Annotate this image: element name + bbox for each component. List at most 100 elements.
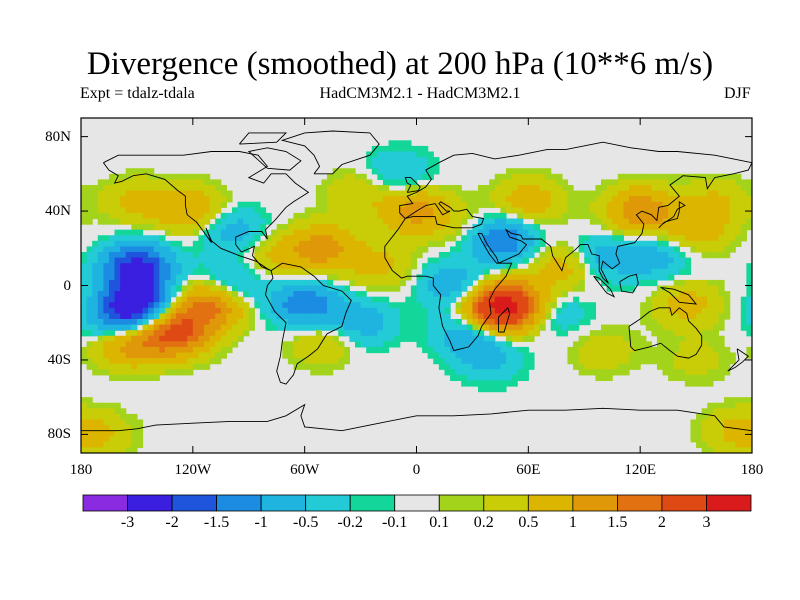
field-cell (511, 380, 518, 387)
field-cell (505, 346, 513, 354)
field-cell (220, 302, 227, 309)
field-cell (673, 246, 680, 253)
field-cell (483, 352, 490, 359)
field-cell (377, 346, 384, 354)
field-cell (410, 196, 418, 203)
field-cell (81, 419, 88, 426)
field-cell (567, 257, 574, 264)
field-cell (567, 252, 574, 259)
field-cell (276, 296, 283, 303)
field-cell (746, 263, 752, 270)
field-cell (332, 341, 339, 348)
field-cell (427, 352, 434, 359)
field-cell (237, 235, 244, 242)
field-cell (567, 346, 574, 354)
field-cell (103, 252, 110, 259)
field-cell (360, 263, 367, 270)
field-cell (528, 196, 535, 203)
field-cell (690, 224, 697, 231)
field-cell (673, 257, 680, 264)
field-cell (461, 212, 468, 220)
field-cell (724, 313, 731, 320)
field-cell (204, 335, 211, 342)
field-cell (382, 330, 390, 337)
colorbar-swatch (394, 494, 440, 512)
field-cell (187, 369, 194, 376)
field-cell (131, 313, 138, 320)
field-cell (394, 162, 401, 169)
field-cell (86, 218, 93, 225)
field-cell (589, 218, 597, 225)
coastline-south-america (265, 262, 352, 385)
field-cell (204, 319, 211, 326)
field-cell (522, 274, 529, 281)
field-cell (159, 212, 166, 220)
field-cell (315, 313, 323, 320)
field-cell (517, 212, 524, 220)
field-cell (371, 201, 378, 208)
field-cell (304, 279, 311, 287)
field-cell (231, 313, 239, 320)
field-cell (321, 257, 328, 264)
field-cell (656, 263, 664, 270)
field-cell (494, 352, 501, 359)
field-cell (656, 218, 664, 225)
field-cell (321, 190, 328, 197)
field-cell (461, 324, 468, 331)
field-cell (103, 335, 110, 342)
field-cell (131, 196, 138, 203)
field-cell (304, 324, 311, 331)
field-cell (349, 263, 356, 270)
field-cell (153, 352, 160, 359)
colorbar-label: 0.2 (473, 514, 494, 531)
field-cell (573, 352, 580, 359)
field-cell (438, 185, 446, 192)
field-cell (399, 307, 406, 315)
field-cell (153, 218, 160, 225)
field-cell (86, 341, 93, 348)
field-cell (701, 358, 708, 365)
field-cell (427, 330, 434, 337)
field-cell (237, 330, 244, 337)
field-cell (444, 363, 451, 370)
field-cell (153, 335, 160, 342)
field-cell (299, 319, 306, 326)
field-cell (92, 346, 99, 354)
field-cell (545, 168, 552, 175)
field-cell (226, 235, 233, 242)
field-cell (382, 207, 390, 214)
field-cell (377, 252, 384, 259)
field-cell (103, 363, 110, 370)
field-cell (684, 374, 692, 382)
field-cell (455, 207, 462, 214)
field-cell (707, 212, 714, 220)
field-cell (668, 252, 675, 259)
field-cell (500, 218, 507, 225)
field-cell (433, 285, 440, 292)
field-cell (170, 279, 177, 287)
field-cell (254, 252, 261, 259)
field-cell (321, 279, 328, 287)
field-cell (679, 369, 686, 376)
field-cell (338, 363, 345, 370)
field-cell (623, 201, 630, 208)
field-cell (366, 263, 373, 270)
field-cell (617, 190, 624, 197)
field-cell (444, 319, 451, 326)
field-cell (271, 252, 278, 259)
field-cell (259, 252, 267, 259)
field-cell (226, 319, 233, 326)
field-cell (231, 224, 239, 231)
field-cell (679, 313, 686, 320)
field-cell (696, 413, 703, 421)
field-cell (170, 252, 177, 259)
field-cell (125, 268, 132, 275)
field-cell (276, 285, 283, 292)
field-cell (578, 358, 585, 365)
field-cell (656, 246, 664, 253)
field-cell (388, 162, 395, 169)
field-cell (556, 246, 563, 253)
field-cell (746, 419, 752, 426)
field-cell (97, 341, 104, 348)
field-cell (472, 358, 479, 365)
